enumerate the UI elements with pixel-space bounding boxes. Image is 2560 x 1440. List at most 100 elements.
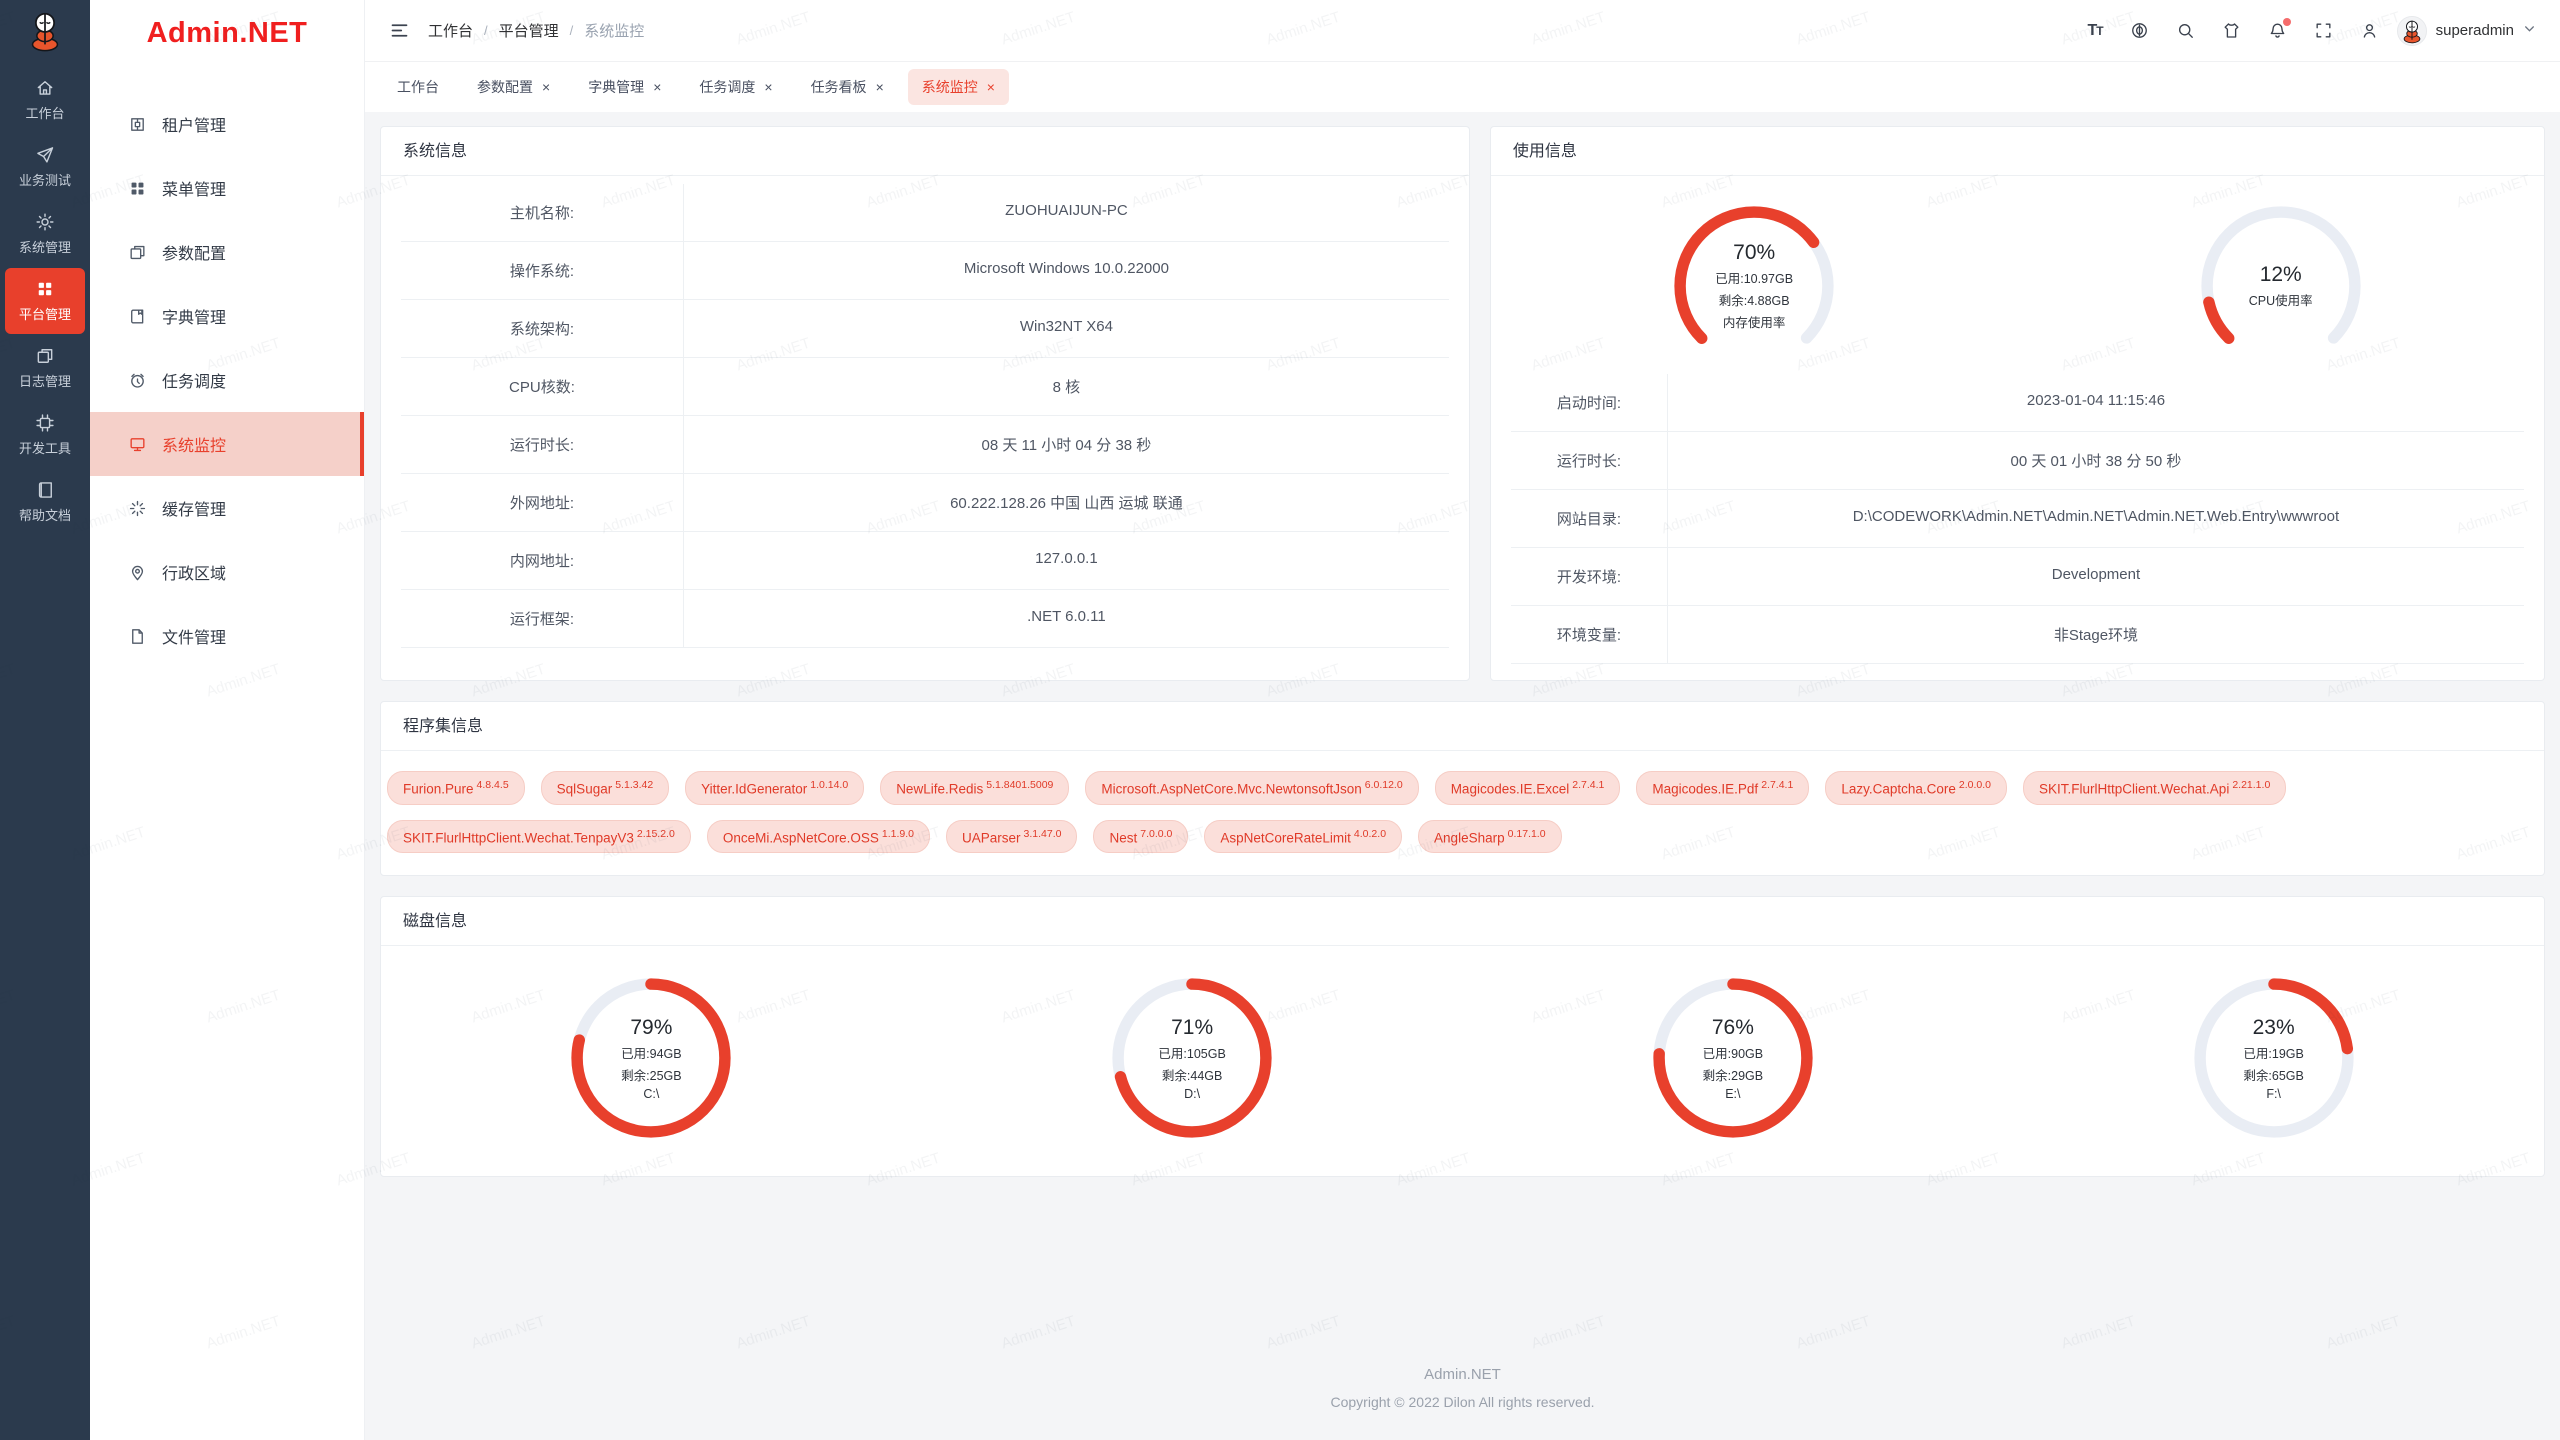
fullscreen-icon[interactable] <box>2314 21 2333 40</box>
info-label: 环境变量: <box>1511 606 1668 663</box>
user-menu[interactable]: superadmin <box>2396 15 2536 46</box>
theme-icon[interactable] <box>2222 21 2241 40</box>
sidebar-item-2[interactable]: 参数配置 <box>90 220 364 284</box>
assembly-name: OnceMi.AspNetCore.OSS <box>722 830 879 845</box>
sidebar-item-0[interactable]: 租户管理 <box>90 92 364 156</box>
assembly-name: Furion.Pure <box>403 781 474 797</box>
app-logo-mascot[interactable] <box>0 0 90 66</box>
disk-donut-3-labels: 23% 已用:19GB 剩余:65GB F:\ <box>2190 974 2358 1142</box>
sidebar-item-label: 文件管理 <box>162 630 227 647</box>
info-value: 00 天 01 小时 38 分 50 秒 <box>2010 453 2182 470</box>
ring-detail: 剩余:44GB <box>1161 1068 1223 1083</box>
copy-icon <box>35 346 55 366</box>
sidebar-item-8[interactable]: 文件管理 <box>90 604 364 668</box>
secondary-sidebar: Admin.NET 租户管理 菜单管理 参数配置 字典管理 任务调度 系统监控 … <box>90 0 365 1440</box>
page-content: 系统信息 主机名称: ZUOHUAIJUN-PC 操作系统: Microsoft… <box>365 112 2560 1440</box>
tab-3[interactable]: 任务调度 × <box>685 69 786 105</box>
ring-detail: 内存使用率 <box>1722 316 1786 330</box>
disk-donut-3: 23% 已用:19GB 剩余:65GB F:\ <box>2190 974 2358 1142</box>
language-icon[interactable] <box>2130 21 2149 40</box>
topbar: 工作台 / 平台管理 / 系统监控 TT superadmin <box>365 0 2560 62</box>
disk-donut-1-labels: 71% 已用:105GB 剩余:44GB D:\ <box>1108 974 1276 1142</box>
tab-close-icon[interactable]: × <box>986 79 995 95</box>
info-row: CPU核数: 8 核 <box>401 358 1449 416</box>
card-title-system: 系统信息 <box>381 127 1469 176</box>
rail-item-6[interactable]: 帮助文档 <box>5 469 85 535</box>
font-size-icon[interactable]: TT <box>2087 21 2103 39</box>
assembly-name: Lazy.Captcha.Core <box>1841 781 1956 797</box>
info-row: 启动时间: 2023-01-04 11:15:46 <box>1510 374 2524 432</box>
percent-value: 12% <box>2259 263 2302 286</box>
sidebar-item-5[interactable]: 系统监控 <box>90 412 364 476</box>
info-value: Win32NT X64 <box>1019 318 1113 335</box>
info-label: CPU核数: <box>401 358 684 415</box>
tenant-icon <box>128 115 147 134</box>
card-title-assembly: 程序集信息 <box>381 702 2544 751</box>
info-row: 操作系统: Microsoft Windows 10.0.22000 <box>401 242 1449 300</box>
book-icon <box>35 480 55 500</box>
info-value: D:\CODEWORK\Admin.NET\Admin.NET\Admin.NE… <box>1852 508 2340 525</box>
info-label: 开发环境: <box>1511 548 1668 605</box>
rail-item-4[interactable]: 日志管理 <box>5 335 85 401</box>
rail-item-1[interactable]: 业务测试 <box>5 134 85 200</box>
avatar <box>2396 15 2427 46</box>
info-label: 操作系统: <box>401 242 684 299</box>
info-label: 系统架构: <box>401 300 684 357</box>
primary-rail: 工作台 业务测试 系统管理 平台管理 日志管理 开发工具 帮助文档 <box>0 0 90 1440</box>
assembly-version: 4.0.2.0 <box>1353 827 1387 840</box>
header-actions: TT <box>2087 18 2379 40</box>
breadcrumb: 工作台 / 平台管理 / 系统监控 <box>428 20 644 41</box>
tab-4[interactable]: 任务看板 × <box>797 69 898 105</box>
tab-close-icon[interactable]: × <box>875 79 884 95</box>
rail-item-2[interactable]: 系统管理 <box>5 201 85 267</box>
breadcrumb-item-0[interactable]: 工作台 <box>428 23 474 40</box>
assembly-version: 5.1.3.42 <box>615 779 654 791</box>
card-title-usage: 使用信息 <box>1490 127 2544 176</box>
rail-item-5[interactable]: 开发工具 <box>5 402 85 468</box>
percent-value: 70% <box>1733 241 1776 264</box>
info-row: 环境变量: 非Stage环境 <box>1510 606 2524 664</box>
tab-label: 工作台 <box>397 79 439 95</box>
info-value: 60.222.128.26 中国 山西 运城 联通 <box>950 495 1183 512</box>
notifications-icon[interactable] <box>2268 18 2291 40</box>
sidebar-item-6[interactable]: 缓存管理 <box>90 476 364 540</box>
sidebar-menu: 租户管理 菜单管理 参数配置 字典管理 任务调度 系统监控 缓存管理 行政区域 … <box>90 66 364 668</box>
assembly-tag: SqlSugar 5.1.3.42 <box>540 771 670 805</box>
tab-label: 系统监控 <box>921 79 978 95</box>
rail-item-label: 帮助文档 <box>18 508 71 523</box>
sidebar-item-4[interactable]: 任务调度 <box>90 348 364 412</box>
assembly-version: 4.8.4.5 <box>476 779 509 791</box>
assembly-tag: Magicodes.IE.Excel 2.7.4.1 <box>1434 771 1621 805</box>
assembly-tag: UAParser 3.1.47.0 <box>946 819 1078 853</box>
mascot-icon <box>22 8 68 58</box>
tab-1[interactable]: 参数配置 × <box>463 69 564 105</box>
rail-item-0[interactable]: 工作台 <box>5 67 85 133</box>
username: superadmin <box>2435 22 2514 39</box>
profile-icon[interactable] <box>2360 21 2379 40</box>
sidebar-item-1[interactable]: 菜单管理 <box>90 156 364 220</box>
tab-close-icon[interactable]: × <box>764 79 773 95</box>
search-icon[interactable] <box>2176 21 2195 40</box>
assembly-tag: Lazy.Captcha.Core 2.0.0.0 <box>1825 771 2007 805</box>
assembly-tags: Furion.Pure 4.8.4.5 SqlSugar 5.1.3.42 Yitt… <box>381 751 2544 875</box>
tab-label: 字典管理 <box>588 79 645 95</box>
tab-close-icon[interactable]: × <box>653 79 662 95</box>
ring-detail: D:\ <box>1184 1086 1201 1101</box>
sidebar-item-7[interactable]: 行政区域 <box>90 540 364 604</box>
rail-item-label: 业务测试 <box>18 173 71 188</box>
collapse-menu-icon[interactable] <box>389 20 410 41</box>
usage-gauges: 70% 已用:10.97GB 剩余:4.88GB 内存使用率 12% CPU使用率 <box>1491 176 2544 374</box>
tab-0[interactable]: 工作台 <box>383 69 453 105</box>
app-logo-text: Admin.NET <box>146 16 308 49</box>
tab-close-icon[interactable]: × <box>542 79 551 95</box>
rail-item-3[interactable]: 平台管理 <box>5 268 85 334</box>
percent-value: 79% <box>630 1015 673 1039</box>
breadcrumb-separator: / <box>569 23 574 38</box>
tab-2[interactable]: 字典管理 × <box>574 69 675 105</box>
tab-5[interactable]: 系统监控 × <box>907 69 1009 105</box>
assembly-version: 2.7.4.1 <box>1572 779 1605 791</box>
sidebar-item-3[interactable]: 字典管理 <box>90 284 364 348</box>
breadcrumb-item-1[interactable]: 平台管理 <box>498 23 559 40</box>
percent-value: 23% <box>2252 1015 2295 1039</box>
